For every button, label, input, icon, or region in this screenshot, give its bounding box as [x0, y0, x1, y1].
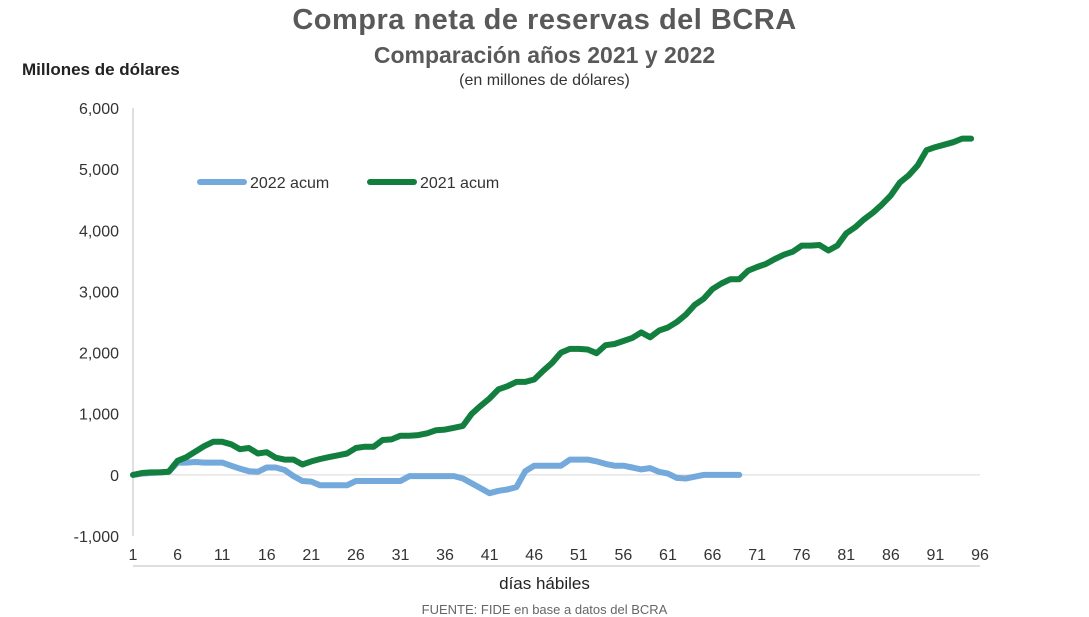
x-tick-label: 56	[614, 547, 632, 564]
x-tick-label: 11	[214, 547, 231, 564]
x-tick-label: 31	[392, 547, 410, 564]
x-tick-label: 91	[927, 547, 945, 564]
x-tick-label: 76	[793, 547, 811, 564]
y-tick-label: 1,000	[79, 407, 119, 424]
x-tick-label: 61	[659, 547, 677, 564]
x-tick-label: 81	[837, 547, 855, 564]
chart-title: Compra neta de reservas del BCRA	[292, 4, 797, 36]
chart-subtitle: Comparación años 2021 y 2022	[373, 42, 716, 68]
x-tick-label: 26	[347, 547, 365, 564]
y-tick-label: 0	[110, 468, 119, 485]
x-tick-label: 16	[258, 547, 276, 564]
x-tick-label: 21	[302, 547, 320, 564]
legend-label-2021-acum: 2021 acum	[420, 175, 499, 192]
x-tick-label: 51	[570, 547, 588, 564]
x-tick-label: 41	[481, 547, 499, 564]
series-line-2021-acum	[130, 135, 975, 478]
units-note: (en millones de dólares)	[459, 72, 630, 89]
x-tick-label: 96	[971, 547, 989, 564]
x-tick-label: 86	[882, 547, 900, 564]
y-tick-label: 4,000	[79, 223, 119, 240]
y-tick-label: 6,000	[79, 101, 119, 118]
x-axis-label: días hábiles	[499, 574, 590, 593]
y-tick-label: -1,000	[74, 529, 119, 546]
x-tick-label: 6	[173, 547, 182, 564]
y-tick-labels: -1,000 0 1,000 2,000 3,000 4,000 5,000 6,000	[74, 101, 119, 546]
x-tick-label: 71	[748, 547, 766, 564]
x-tick-label: 66	[704, 547, 722, 564]
y-axis-label: Millones de dólares	[22, 60, 180, 79]
legend: 2022 acum 2021 acum	[197, 175, 499, 192]
x-tick-label: 36	[436, 547, 454, 564]
y-tick-label: 3,000	[79, 284, 119, 301]
series-lines	[130, 135, 975, 497]
x-tick-label: 46	[525, 547, 543, 564]
x-tick-labels: 1 6 11 16 21 26 31 36 41 46 51 56 61 66 71 76 81 86 91 96	[129, 547, 989, 564]
y-tick-label: 2,000	[79, 346, 119, 363]
series-line-2022-acum	[130, 456, 743, 497]
legend-label-2022-acum: 2022 acum	[250, 175, 329, 192]
y-tick-label: 5,000	[79, 162, 119, 179]
x-tick-label: 1	[129, 547, 138, 564]
